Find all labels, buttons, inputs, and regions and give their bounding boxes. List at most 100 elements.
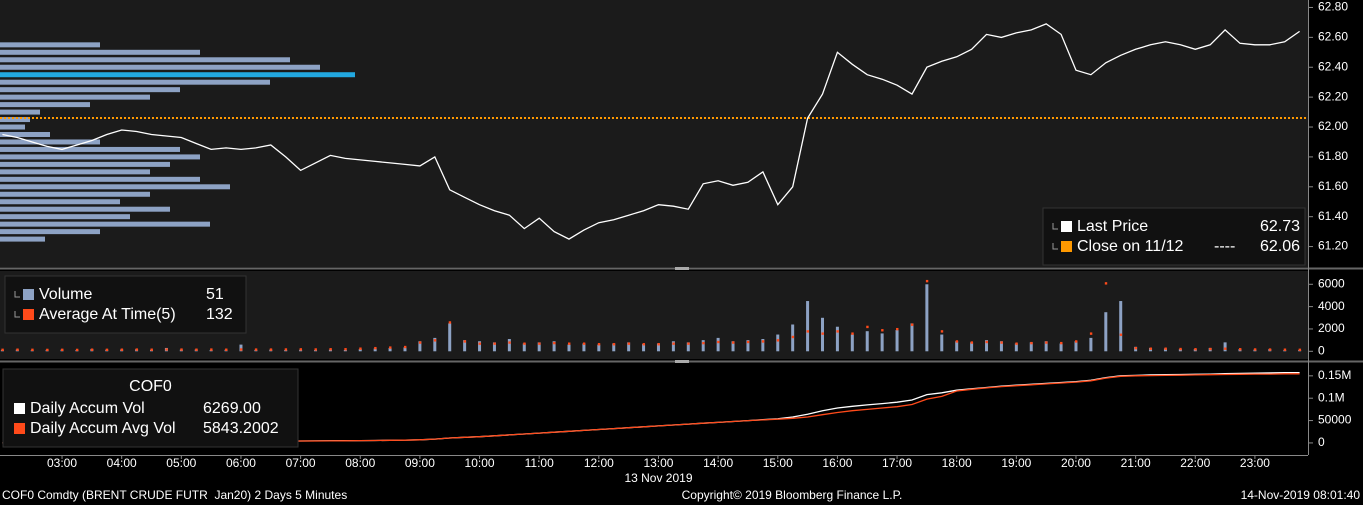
- average-dot: [1283, 348, 1287, 351]
- average-dot: [1224, 347, 1227, 350]
- volume-profile-bar: [0, 199, 120, 205]
- average-dot: [1060, 341, 1063, 345]
- volume-bar: [343, 349, 347, 352]
- volume-bar: [627, 342, 631, 352]
- average-dot: [925, 279, 929, 283]
- average-dot: [866, 325, 869, 329]
- legend-name: Close on 11/12: [1077, 238, 1184, 255]
- volume-bar: [433, 337, 437, 352]
- volume-bar: [1029, 342, 1033, 352]
- average-dot: [1000, 341, 1003, 344]
- average-dot: [940, 330, 944, 333]
- y-tick-label: 2000: [1318, 321, 1345, 335]
- average-dot: [16, 348, 19, 351]
- x-tick-label: 18:00: [942, 456, 972, 470]
- average-dot: [672, 342, 675, 345]
- volume-profile-bar: [0, 236, 45, 242]
- x-tick-label: 10:00: [465, 456, 495, 470]
- x-date-label: 13 Nov 2019: [624, 471, 692, 485]
- average-dot: [463, 340, 467, 343]
- volume-bar: [537, 342, 541, 352]
- volume-bar: [731, 341, 735, 352]
- average-dot: [195, 348, 198, 351]
- average-dot: [284, 348, 288, 351]
- x-tick-label: 03:00: [47, 456, 77, 470]
- volume-profile-bar: [0, 102, 90, 108]
- average-dot: [1104, 282, 1108, 285]
- average-dot: [329, 348, 332, 351]
- plot-layer: 03:00 04:00 05:00 06:00 07:00 08:00 09:00 10:00…: [0, 0, 1352, 485]
- average-dot: [75, 348, 79, 352]
- volume-profile-bar: [0, 191, 150, 197]
- volume-bar: [910, 323, 914, 352]
- series-line: [2, 23, 1300, 240]
- volume-profile-bar: [0, 57, 290, 63]
- average-dot: [225, 348, 228, 351]
- volume-profile-bar: [0, 139, 100, 145]
- legend-bracket: [1052, 243, 1058, 250]
- x-tick-label: 13:00: [643, 456, 673, 470]
- average-dot: [642, 343, 645, 346]
- volume-bar: [1014, 343, 1018, 352]
- average-dot: [1298, 348, 1302, 352]
- x-tick-label: 15:00: [763, 456, 793, 470]
- y-tick-label: 6000: [1318, 276, 1345, 290]
- volume-profile-bar: [0, 94, 150, 100]
- volume-bar: [552, 341, 556, 352]
- legend-leader: ----: [1214, 238, 1235, 255]
- y-tick-label: 62.80: [1318, 0, 1348, 14]
- average-dot: [120, 348, 124, 351]
- volume-bar: [1074, 341, 1078, 352]
- volume-bar: [463, 340, 467, 352]
- legend-bracket: [14, 311, 20, 318]
- volume-profile-bar: [0, 79, 270, 85]
- volume-profile-bar: [0, 109, 40, 115]
- volume-bar: [373, 348, 377, 352]
- average-dot: [61, 348, 64, 352]
- legend-swatch: [1061, 241, 1072, 252]
- volume-bar: [642, 344, 646, 352]
- volume-profile-bar: [0, 176, 200, 182]
- volume-bar: [358, 349, 362, 352]
- volume-bar: [806, 301, 810, 352]
- volume-bar: [597, 344, 601, 352]
- y-tick-label: 62.00: [1318, 119, 1348, 133]
- average-dot: [1030, 341, 1033, 345]
- x-tick-label: 08:00: [345, 456, 375, 470]
- legend-name: Daily Accum Avg Vol: [30, 420, 176, 437]
- x-tick-label: 22:00: [1180, 456, 1210, 470]
- average-dot: [568, 342, 571, 345]
- average-dot: [1149, 347, 1152, 350]
- volume-profile-bar: [0, 221, 210, 227]
- average-dot: [732, 341, 735, 344]
- x-tick-label: 23:00: [1240, 456, 1270, 470]
- volume-profile-bar: [0, 87, 180, 93]
- average-dot: [627, 342, 631, 345]
- average-dot: [523, 342, 526, 345]
- legend-title: COF0: [129, 378, 172, 395]
- volume-profile-bar: [0, 154, 200, 160]
- volume-bar: [1104, 312, 1108, 352]
- average-dot: [239, 348, 243, 351]
- volume-bar: [970, 342, 974, 352]
- volume-bar: [701, 340, 705, 352]
- average-dot: [1164, 347, 1167, 350]
- legend-swatch: [14, 423, 25, 434]
- average-dot: [374, 346, 377, 350]
- average-dot: [955, 340, 959, 343]
- y-tick-label: 61.60: [1318, 179, 1348, 193]
- volume-bar: [865, 331, 869, 352]
- average-dot: [359, 347, 362, 350]
- volume-bar: [1223, 342, 1227, 352]
- legend-value: 51: [206, 286, 224, 303]
- volume-bar: [671, 341, 675, 352]
- y-tick-label: 62.40: [1318, 59, 1348, 73]
- average-dot: [717, 340, 720, 344]
- average-dot: [1119, 333, 1123, 336]
- legend-value: 5843.2002: [203, 420, 279, 437]
- legend-box: [1042, 207, 1306, 266]
- x-tick-label: 12:00: [584, 456, 614, 470]
- legend-value: 132: [206, 306, 233, 323]
- volume-bar: [880, 333, 884, 352]
- x-tick-label: 14:00: [703, 456, 733, 470]
